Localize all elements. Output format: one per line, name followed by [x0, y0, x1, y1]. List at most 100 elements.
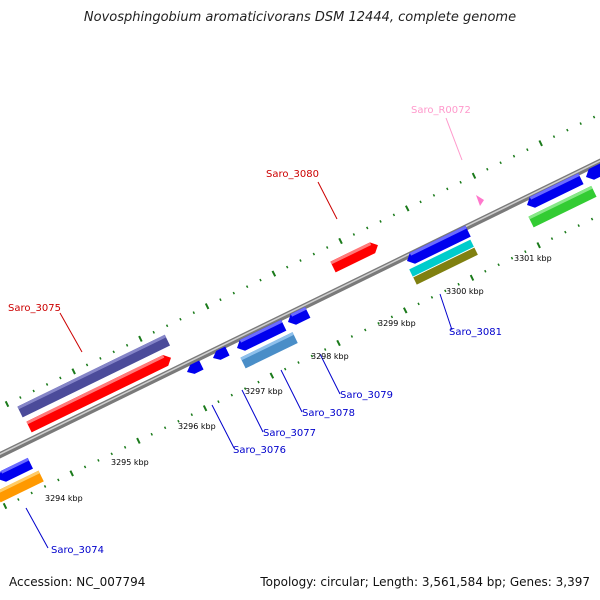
lower-tick-14 — [190, 413, 193, 417]
lower-tick-32 — [430, 295, 434, 299]
upper-tick-40 — [538, 140, 543, 147]
leader-saro-3076 — [211, 404, 235, 449]
gene-saro-3077 — [213, 346, 230, 360]
scale-label-3297: 3297 kbp — [245, 387, 283, 396]
upper-tick-42 — [566, 128, 569, 132]
leader-saro-3077 — [241, 389, 264, 433]
lower-tick-36 — [484, 269, 487, 273]
upper-tick-39 — [526, 148, 529, 152]
upper-tick-21 — [286, 265, 289, 269]
label-saro-3078: Saro_3078 — [302, 408, 355, 419]
label-leader-lines — [25, 117, 463, 549]
lower-tick-7 — [97, 458, 100, 462]
lower-tick-22 — [297, 361, 300, 364]
lower-tick-0 — [2, 502, 8, 510]
label-saro-3080: Saro_3080 — [266, 169, 319, 180]
gene-saro-3080 — [330, 242, 378, 273]
genome-summary-text: Topology: circular; Length: 3,561,584 bp… — [260, 575, 590, 589]
gene-right-edge-green — [528, 185, 597, 228]
scale-labels: 3294 kbp 3295 kbp 3296 kbp 3297 kbp 3298… — [45, 254, 552, 503]
lower-tick-3 — [43, 485, 47, 488]
leader-saro-3080 — [317, 181, 338, 220]
upper-tick-12 — [165, 324, 169, 328]
upper-tick-22 — [299, 259, 302, 262]
upper-tick-43 — [579, 122, 582, 126]
lower-tick-30 — [403, 307, 408, 314]
gene-saro-3076 — [187, 360, 204, 374]
upper-tick-26 — [352, 233, 356, 236]
label-saro-3077: Saro_3077 — [263, 428, 316, 439]
gene-saro-3075 — [26, 354, 172, 433]
lower-tick-41 — [550, 237, 554, 241]
label-saro-3081: Saro_3081 — [449, 327, 502, 338]
gene-saro-3074 — [0, 457, 33, 482]
upper-tick-9 — [125, 343, 129, 347]
lower-tick-4 — [57, 478, 60, 482]
upper-tick-34 — [459, 180, 462, 184]
lower-tick-15 — [202, 405, 208, 412]
upper-tick-27 — [366, 226, 369, 230]
lower-tick-10 — [136, 437, 141, 444]
upper-tick-24 — [326, 246, 329, 249]
lower-tick-20 — [269, 372, 275, 379]
lower-tick-17 — [230, 393, 233, 397]
lower-tick-track — [2, 217, 594, 510]
gene-saro-3078 — [237, 319, 287, 351]
leader-saro-3079 — [319, 353, 341, 395]
leader-saro-3074 — [25, 507, 49, 549]
genome-backbone — [0, 158, 600, 459]
gene-right-edge-1 — [527, 173, 584, 208]
upper-tick-7 — [99, 356, 102, 360]
leader-saro-r0072 — [445, 117, 463, 161]
scale-label-3301: 3301 kbp — [514, 254, 552, 263]
label-saro-3074: Saro_3074 — [51, 545, 104, 556]
leader-saro-3081 — [439, 293, 453, 331]
label-saro-3075: Saro_3075 — [8, 303, 61, 314]
label-saro-3079: Saro_3079 — [340, 390, 393, 401]
lower-tick-13 — [177, 419, 180, 423]
rna-saro-r0072 — [476, 195, 484, 206]
gene-labels: Saro_3075 Saro_3080 Saro_R0072 Saro_3074… — [8, 105, 502, 556]
lower-tick-18 — [243, 387, 247, 391]
scale-label-3296: 3296 kbp — [178, 422, 216, 431]
scale-label-3294: 3294 kbp — [45, 494, 83, 503]
lower-tick-8 — [110, 452, 113, 456]
lower-tick-6 — [83, 465, 87, 469]
upper-tick-0 — [4, 400, 10, 408]
lower-tick-1 — [17, 498, 20, 501]
upper-tick-13 — [179, 317, 182, 321]
scale-label-3298: 3298 kbp — [311, 352, 349, 361]
lower-tick-12 — [163, 426, 167, 430]
upper-tick-30 — [405, 205, 410, 212]
scale-label-3300: 3300 kbp — [446, 287, 484, 296]
upper-tick-37 — [499, 161, 502, 165]
lower-tick-21 — [284, 367, 287, 371]
upper-tick-17 — [232, 291, 235, 295]
upper-tick-23 — [312, 252, 316, 256]
lower-tick-38 — [510, 256, 514, 260]
upper-tick-18 — [245, 285, 249, 289]
lower-tick-24 — [324, 348, 327, 351]
lower-tick-29 — [390, 315, 394, 319]
lower-tick-34 — [457, 282, 460, 286]
gene-saro-3081 — [407, 225, 471, 264]
lower-tick-39 — [524, 250, 527, 254]
upper-tick-2 — [32, 389, 35, 393]
gene-saro-3078-track-2 — [240, 332, 298, 369]
upper-tick-33 — [446, 187, 449, 191]
reverse-features — [0, 154, 600, 503]
accession-text: Accession: NC_007794 — [9, 575, 146, 589]
upper-tick-15 — [204, 303, 210, 310]
lower-tick-2 — [30, 491, 33, 495]
upper-tick-14 — [192, 311, 195, 315]
upper-tick-3 — [45, 383, 49, 386]
lower-tick-33 — [444, 289, 447, 293]
upper-tick-11 — [152, 330, 155, 334]
lower-tick-43 — [577, 224, 580, 228]
lower-tick-11 — [150, 432, 153, 436]
map-title: Novosphingobium aromaticivorans DSM 1244… — [83, 10, 517, 25]
upper-tick-19 — [259, 278, 262, 282]
gene-right-edge-2 — [586, 154, 600, 180]
